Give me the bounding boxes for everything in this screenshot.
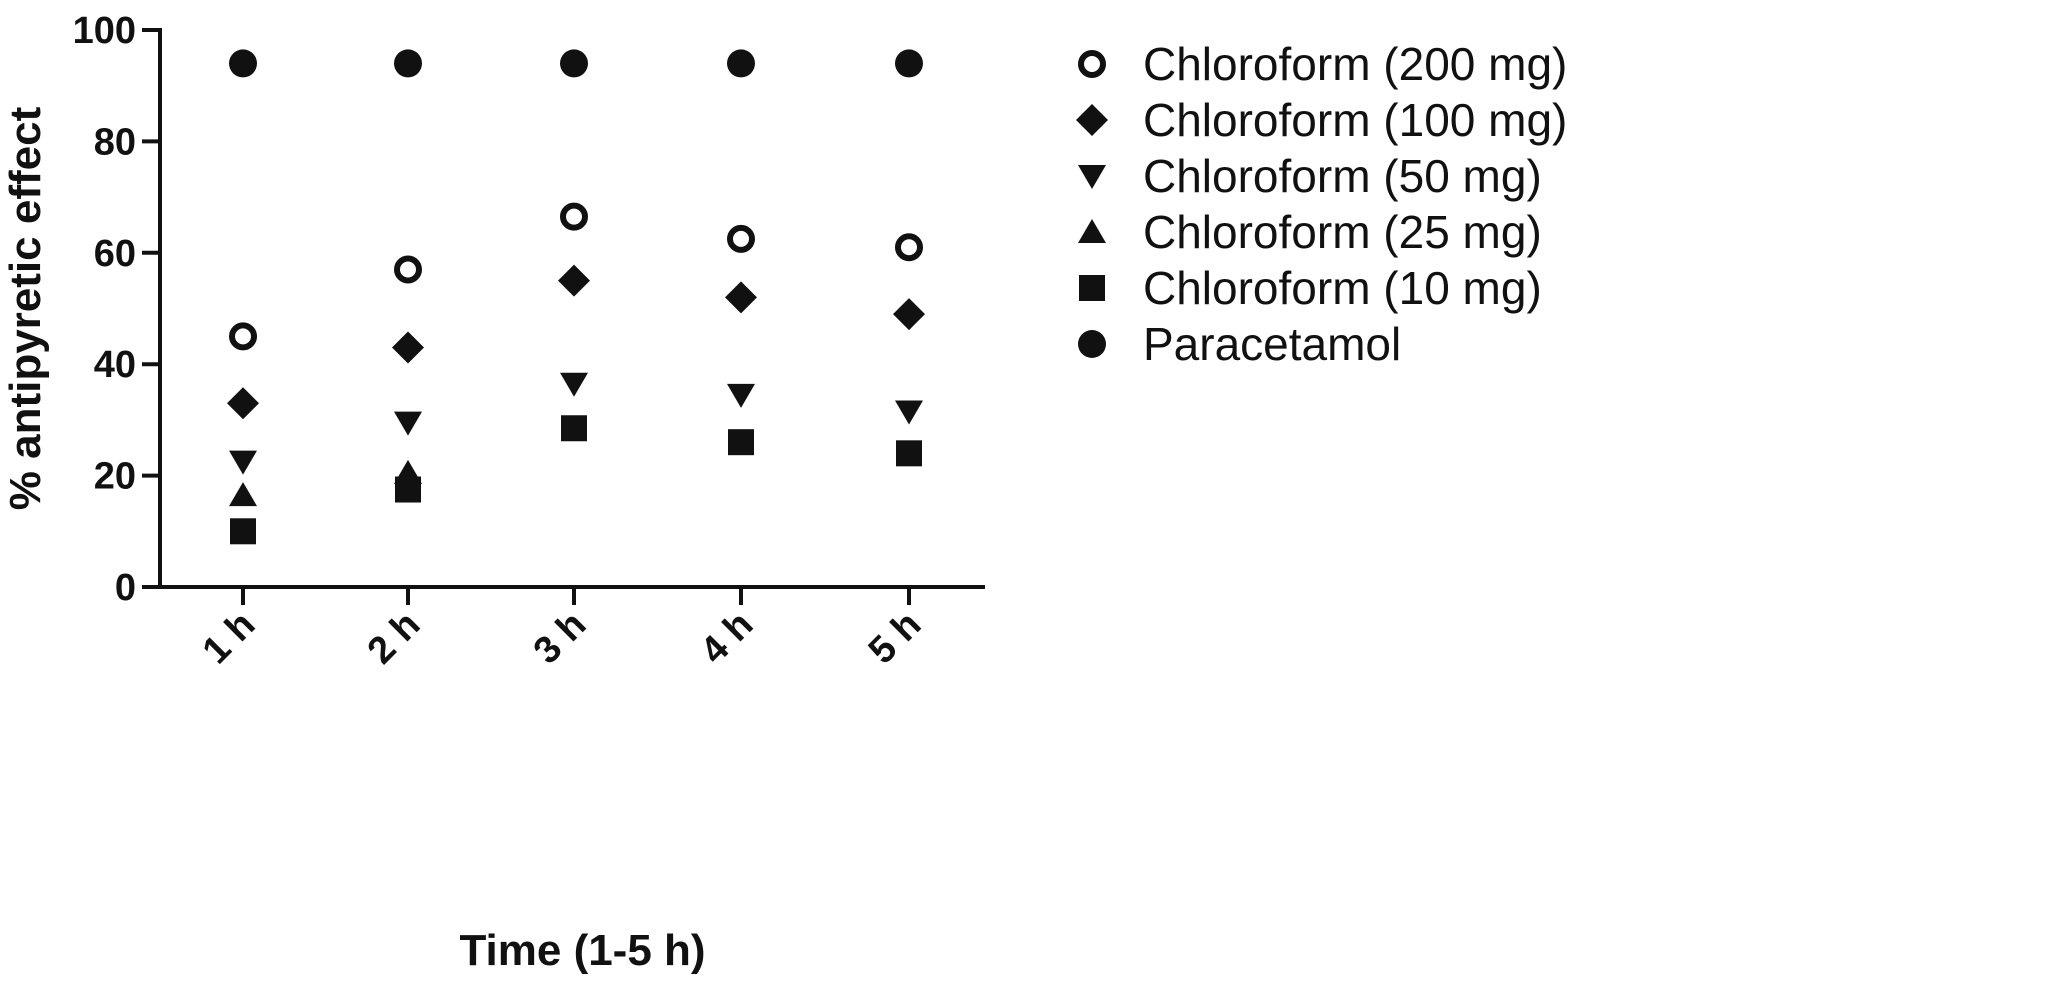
data-point-filled-circle bbox=[229, 49, 257, 78]
data-point-triangle-down bbox=[560, 372, 588, 397]
data-point-square bbox=[561, 415, 587, 442]
y-axis-ticks: 0 20 40 60 80 100 bbox=[73, 10, 160, 609]
data-point-diamond bbox=[392, 331, 424, 364]
data-point-triangle-down bbox=[229, 450, 257, 475]
legend-label: Paracetamol bbox=[1143, 318, 1401, 370]
y-tick-label: 100 bbox=[73, 10, 136, 52]
data-point-filled-circle bbox=[394, 49, 422, 78]
legend-label: Chloroform (200 mg) bbox=[1143, 38, 1567, 90]
data-point-open-circle bbox=[895, 233, 923, 262]
x-tick-label: 5 h bbox=[861, 604, 930, 673]
legend-marker-triangle-down bbox=[1078, 165, 1106, 189]
data-point-square bbox=[728, 429, 754, 456]
x-tick-label: 3 h bbox=[526, 604, 595, 673]
legend-marker-filled-circle bbox=[1078, 330, 1106, 358]
data-point-filled-circle bbox=[727, 49, 755, 78]
data-point-triangle-down bbox=[895, 400, 923, 425]
data-point-filled-circle bbox=[895, 49, 923, 78]
x-tick-label: 2 h bbox=[360, 604, 429, 673]
data-point-diamond bbox=[893, 298, 925, 331]
data-point-square bbox=[230, 518, 256, 545]
legend-item: Chloroform (25 mg) bbox=[1078, 206, 1542, 258]
legend-item: Chloroform (200 mg) bbox=[1078, 38, 1567, 90]
data-points bbox=[227, 49, 925, 545]
data-point-open-circle bbox=[727, 224, 755, 253]
data-point-triangle-down bbox=[394, 411, 422, 436]
legend-marker-open-circle bbox=[1078, 50, 1106, 78]
legend-marker-square bbox=[1079, 275, 1105, 301]
y-tick-label: 60 bbox=[94, 233, 136, 275]
x-axis-ticks: 1 h 2 h 3 h 4 h 5 h bbox=[195, 587, 930, 673]
y-tick-label: 20 bbox=[94, 456, 136, 498]
legend-item: Paracetamol bbox=[1078, 318, 1401, 370]
legend-label: Chloroform (25 mg) bbox=[1143, 206, 1542, 258]
x-tick-label: 4 h bbox=[693, 604, 762, 673]
data-point-square bbox=[896, 440, 922, 467]
axes bbox=[158, 28, 985, 589]
data-point-square bbox=[395, 476, 421, 503]
legend-item: Chloroform (50 mg) bbox=[1078, 150, 1542, 202]
data-point-filled-circle bbox=[560, 49, 588, 78]
legend-label: Chloroform (10 mg) bbox=[1143, 262, 1542, 314]
data-point-triangle-down bbox=[727, 383, 755, 408]
legend-label: Chloroform (50 mg) bbox=[1143, 150, 1542, 202]
y-tick-label: 0 bbox=[115, 567, 136, 609]
x-axis-title: Time (1-5 h) bbox=[459, 926, 705, 975]
legend-item: Chloroform (10 mg) bbox=[1079, 262, 1542, 314]
data-point-triangle-up bbox=[229, 482, 257, 507]
data-point-open-circle bbox=[394, 255, 422, 284]
data-point-open-circle bbox=[560, 202, 588, 231]
y-axis-title: % antipyretic effect bbox=[1, 106, 50, 510]
data-point-diamond bbox=[725, 281, 757, 314]
legend-label: Chloroform (100 mg) bbox=[1143, 94, 1567, 146]
y-tick-label: 80 bbox=[94, 121, 136, 163]
data-point-diamond bbox=[227, 387, 259, 420]
x-tick-label: 1 h bbox=[195, 604, 264, 673]
legend-marker-triangle-up bbox=[1078, 219, 1106, 243]
legend-marker-diamond bbox=[1076, 104, 1108, 136]
y-tick-label: 40 bbox=[94, 344, 136, 386]
data-point-diamond bbox=[558, 264, 590, 297]
legend: Chloroform (200 mg)Chloroform (100 mg)Ch… bbox=[1076, 38, 1567, 370]
legend-item: Chloroform (100 mg) bbox=[1076, 94, 1567, 146]
data-point-open-circle bbox=[229, 322, 257, 351]
